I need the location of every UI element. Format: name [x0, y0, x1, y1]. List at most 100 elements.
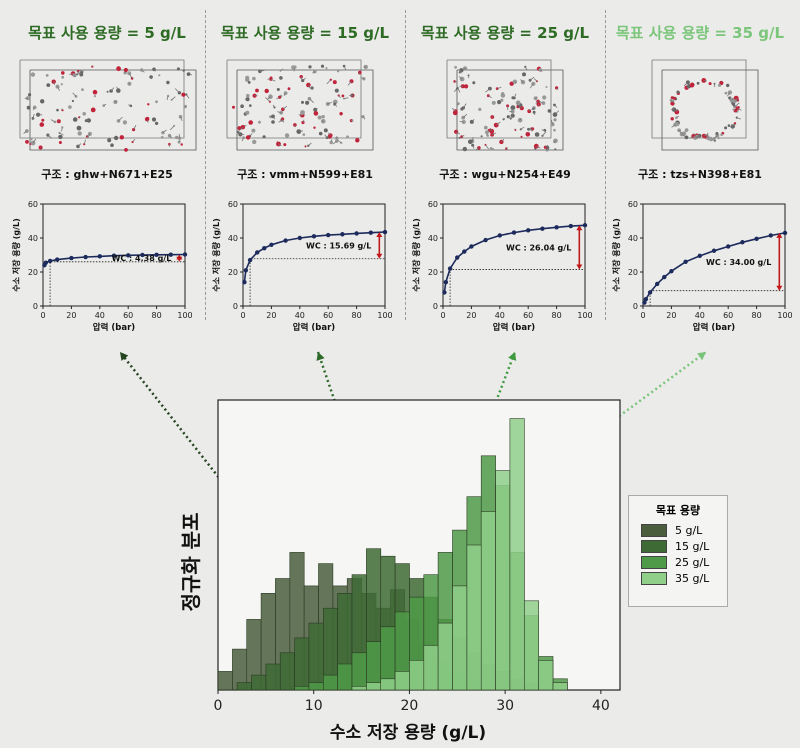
bond	[282, 105, 288, 110]
bond	[529, 76, 535, 81]
isotherm-point	[111, 253, 117, 258]
bond	[166, 95, 169, 101]
atom	[245, 135, 251, 140]
bond	[85, 118, 89, 121]
atom	[318, 131, 323, 136]
atom	[36, 112, 41, 117]
bond	[451, 107, 456, 112]
bond	[535, 96, 538, 99]
bond	[536, 145, 541, 149]
x-tick-label: 100	[177, 311, 192, 320]
bond	[502, 92, 504, 94]
unit-cell-edge	[446, 59, 552, 139]
bond	[133, 124, 137, 130]
bond	[153, 69, 156, 72]
isotherm-point	[47, 258, 53, 264]
atom	[675, 122, 680, 127]
panel-title-text: 목표 사용 용량 = 5 g/L	[28, 24, 186, 42]
atom	[684, 128, 689, 132]
atom	[332, 80, 337, 85]
atom	[25, 140, 29, 144]
bond	[488, 95, 492, 99]
legend-item: 15 g/L	[641, 540, 727, 553]
atom	[553, 128, 556, 132]
isotherm-point	[340, 232, 345, 237]
wc-label: WC : 34.00 g/L	[706, 258, 771, 267]
hist-bar	[423, 645, 439, 691]
bond	[472, 145, 475, 149]
bond	[676, 108, 678, 113]
atom	[672, 96, 677, 101]
bond	[676, 115, 680, 119]
isotherm-point	[97, 254, 103, 259]
atom	[341, 94, 345, 98]
x-tick-label: 20	[66, 311, 76, 320]
atom	[255, 88, 259, 93]
atom	[709, 138, 713, 142]
isotherm-point	[726, 244, 731, 249]
atom	[554, 148, 557, 151]
bond	[505, 146, 508, 149]
atom	[304, 145, 307, 148]
isotherm-point	[69, 255, 74, 261]
x-tick-label: 0	[240, 311, 245, 320]
bond	[517, 102, 519, 105]
bond	[514, 128, 516, 131]
y-tick-label: 0	[33, 302, 38, 311]
bond	[32, 113, 35, 119]
bond	[76, 70, 82, 75]
atom	[38, 145, 43, 150]
bond	[520, 126, 525, 130]
wc-arrowhead	[776, 285, 783, 291]
bond	[169, 125, 175, 131]
unit-cell-edge	[456, 69, 564, 151]
bond	[178, 133, 181, 139]
atom	[323, 128, 328, 133]
atom	[262, 135, 266, 139]
atom	[464, 84, 469, 89]
y-tick-label: 40	[228, 234, 238, 243]
bond	[538, 100, 544, 104]
atom	[51, 79, 56, 84]
bond	[454, 81, 457, 83]
plot-frame	[642, 203, 786, 307]
bond	[78, 69, 83, 72]
atom	[113, 135, 119, 141]
bond	[689, 135, 694, 139]
atom	[325, 102, 330, 106]
wc-arrowhead	[376, 253, 383, 259]
atom	[116, 66, 121, 72]
panel-separator	[605, 10, 606, 320]
bond	[87, 133, 91, 139]
bond	[118, 116, 123, 122]
bond	[47, 134, 53, 139]
y-axis-label: 수소 저장 용량 (g/L)	[611, 218, 621, 292]
hist-bar	[366, 682, 382, 691]
x-tick-label: 20	[666, 311, 676, 320]
bond	[69, 73, 74, 75]
bond	[249, 133, 253, 137]
legend-item: 5 g/L	[641, 524, 727, 537]
hist-bar	[351, 685, 367, 691]
atom	[58, 134, 63, 140]
wc-label: WC : 26.04 g/L	[506, 243, 571, 252]
bond	[556, 87, 559, 90]
bond	[490, 147, 492, 150]
atom	[509, 81, 514, 86]
isotherm-point	[662, 274, 667, 280]
atom	[497, 100, 502, 105]
atom	[122, 120, 127, 125]
x-tick-label: 20	[466, 311, 476, 320]
bond	[61, 108, 63, 111]
bond	[132, 138, 136, 143]
isotherm-point	[154, 252, 159, 258]
wc-arrowhead	[776, 232, 783, 238]
structure-image-wgu	[446, 59, 564, 152]
bond	[703, 134, 707, 137]
atom	[458, 136, 461, 139]
isotherm-line	[643, 232, 786, 303]
legend-label: 35 g/L	[675, 572, 710, 585]
isotherm-point	[443, 280, 449, 285]
atom	[258, 120, 261, 124]
atom	[506, 115, 510, 119]
